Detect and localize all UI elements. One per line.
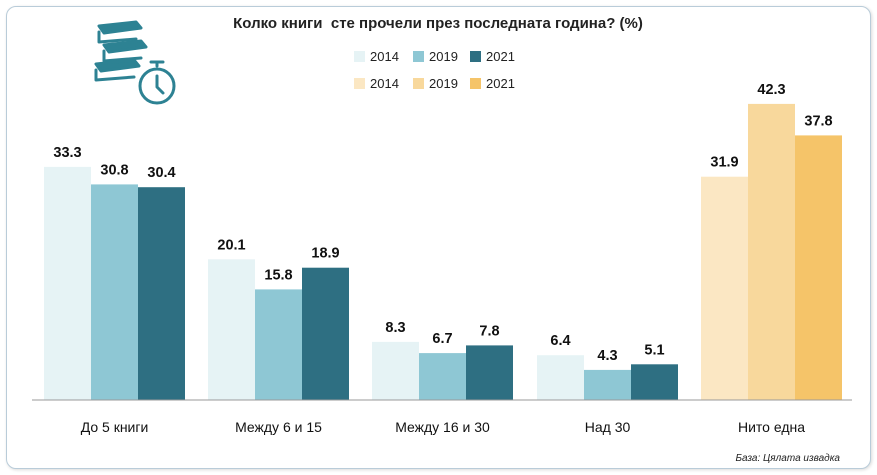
- bar-4-2014: [701, 176, 748, 400]
- legend-label-1-2019: 2019: [429, 76, 458, 91]
- value-label-2-2019: 6.7: [432, 331, 452, 347]
- bar-1-2021: [302, 267, 349, 400]
- value-label-4-2019: 42.3: [757, 82, 785, 98]
- value-labels: 33.3 30.8 30.4 20.1 15.8 18.9 8.3 6.7 7.8 6.4 4.3 5…: [53, 82, 832, 364]
- legend-label-0-2021: 2021: [486, 49, 515, 64]
- books-stopwatch-icon: [94, 20, 176, 105]
- value-label-4-2021: 37.8: [804, 113, 832, 129]
- category-label-4: Нито една: [738, 419, 805, 435]
- chart-title: Колко книги сте прочели през последната …: [233, 15, 643, 32]
- legend-label-0-2014: 2014: [370, 49, 399, 64]
- value-label-1-2021: 18.9: [311, 246, 339, 262]
- value-label-2-2021: 7.8: [479, 323, 499, 339]
- bars: [44, 103, 842, 401]
- legend-swatch-0-2021: [470, 51, 481, 62]
- legend-label-1-2021: 2021: [486, 76, 515, 91]
- value-label-3-2021: 5.1: [644, 342, 664, 358]
- legend-swatch-1-2021: [470, 78, 481, 89]
- category-label-0: До 5 книги: [81, 419, 149, 435]
- legend-swatch-0-2014: [354, 51, 365, 62]
- bar-2-2014: [372, 341, 419, 400]
- value-label-4-2014: 31.9: [710, 155, 738, 171]
- legend-swatch-0-2019: [413, 51, 424, 62]
- legend-label-0-2019: 2019: [429, 49, 458, 64]
- category-label-2: Между 16 и 30: [395, 419, 490, 435]
- category-labels: До 5 книги Между 6 и 15 Между 16 и 30 Над 3…: [81, 419, 806, 435]
- value-label-1-2014: 20.1: [217, 237, 245, 253]
- value-label-3-2019: 4.3: [597, 348, 617, 364]
- bar-1-2014: [208, 259, 255, 400]
- value-label-0-2021: 30.4: [147, 165, 175, 181]
- value-label-2-2014: 8.3: [385, 320, 405, 336]
- bar-0-2021: [138, 187, 185, 400]
- bar-2-2021: [466, 345, 513, 400]
- value-label-1-2019: 15.8: [264, 267, 292, 283]
- bar-0-2019: [91, 184, 138, 400]
- legend-label-1-2014: 2014: [370, 76, 399, 91]
- bar-4-2019: [748, 103, 795, 401]
- category-label-1: Между 6 и 15: [235, 419, 322, 435]
- bar-3-2021: [631, 364, 678, 400]
- legend-swatch-1-2019: [413, 78, 424, 89]
- value-label-0-2019: 30.8: [100, 162, 128, 178]
- source-note: База: Цялата извадка: [736, 453, 841, 464]
- bar-4-2021: [795, 135, 842, 400]
- bar-3-2019: [584, 369, 631, 400]
- bar-2-2019: [419, 353, 466, 400]
- bar-0-2014: [44, 166, 91, 400]
- legend: 2014 2019 2021 2014 2019 2021: [354, 49, 515, 91]
- bar-1-2019: [255, 289, 302, 400]
- bar-3-2014: [537, 355, 584, 400]
- legend-swatch-1-2014: [354, 78, 365, 89]
- value-label-0-2014: 33.3: [53, 145, 81, 161]
- category-label-3: Над 30: [585, 419, 631, 435]
- value-label-3-2014: 6.4: [550, 333, 570, 349]
